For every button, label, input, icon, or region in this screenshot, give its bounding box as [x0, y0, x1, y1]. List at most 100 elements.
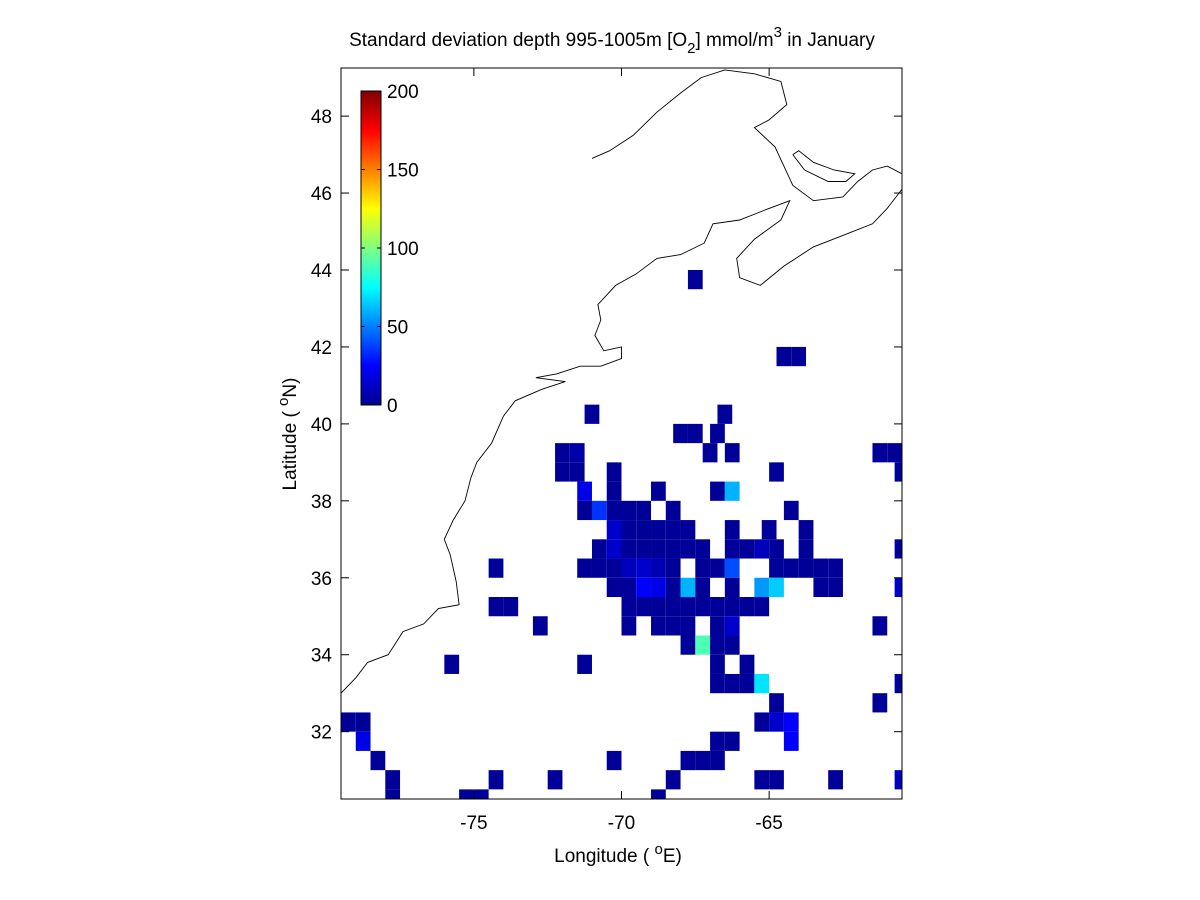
heatmap-cell	[717, 404, 733, 424]
y-tick-label: 42	[311, 338, 332, 359]
heatmap-cell	[621, 597, 637, 617]
heatmap-cell	[555, 443, 570, 463]
heatmap-cell	[695, 635, 711, 655]
heatmap-cell	[341, 712, 356, 732]
heatmap-cell	[680, 539, 696, 559]
heatmap-cell	[488, 597, 504, 617]
heatmap-cell	[695, 597, 711, 617]
heatmap-cell	[710, 673, 725, 694]
coastline	[591, 69, 903, 202]
heatmap-cell	[754, 597, 770, 617]
heatmap-cell	[887, 443, 902, 463]
heatmap-cell	[555, 462, 570, 482]
heatmap-cell	[769, 770, 784, 790]
heatmap-cell	[385, 770, 401, 790]
heatmap-cell	[754, 539, 770, 559]
heatmap-cell	[724, 520, 740, 540]
heatmap-cell	[754, 673, 770, 694]
heatmap-cell	[724, 443, 740, 463]
heatmap-cell	[769, 693, 784, 713]
heatmap-cell	[872, 616, 888, 636]
heatmap-cell	[584, 404, 600, 424]
heatmap-cell	[532, 616, 548, 636]
heatmap-cell	[769, 712, 784, 732]
heatmap-cell	[710, 654, 725, 674]
heatmap-cell	[798, 558, 814, 578]
heatmap-cell	[680, 577, 696, 598]
heatmap-cell	[813, 577, 829, 598]
colorbar-tick-label: 100	[387, 239, 419, 260]
heatmap-cell	[739, 539, 755, 559]
heatmap-cell	[680, 520, 696, 540]
heatmap-cell	[894, 673, 902, 694]
y-tick-label: 46	[311, 184, 332, 205]
heatmap-cell	[636, 520, 652, 540]
heatmap-cell	[370, 750, 386, 771]
y-tick-label: 32	[311, 723, 332, 744]
heatmap-cell	[606, 500, 622, 521]
heatmap-cell	[459, 789, 474, 799]
heatmap-cell	[783, 731, 799, 751]
heatmap-cell	[754, 712, 770, 732]
title-suffix: in January	[782, 30, 875, 51]
heatmap-cell	[710, 635, 725, 655]
y-axis-label: Latitude ( oN)	[275, 378, 301, 491]
heatmap-cell	[724, 597, 740, 617]
y-tick-label: 36	[311, 569, 332, 590]
heatmap-cell	[680, 635, 696, 655]
heatmap-cell	[606, 558, 622, 578]
heatmap-cell	[739, 654, 755, 674]
heatmap-cell	[724, 558, 740, 578]
heatmap-cell	[665, 770, 681, 790]
heatmap-cell	[680, 616, 696, 636]
heatmap-cell	[621, 539, 637, 559]
colorbar-tick-label: 0	[387, 396, 398, 417]
heatmap-cell	[577, 654, 592, 674]
heatmap-cell	[606, 750, 622, 771]
heatmap-cell	[385, 789, 401, 799]
heatmap-cells	[341, 269, 902, 799]
heatmap-cell	[739, 673, 755, 694]
heatmap-cell	[710, 750, 725, 771]
heatmap-cell	[828, 558, 843, 578]
heatmap-cell	[710, 481, 725, 501]
heatmap-cell	[894, 462, 902, 482]
heatmap-cell	[488, 770, 504, 790]
coastlines	[340, 69, 903, 694]
heatmap-cell	[591, 558, 607, 578]
title-mid: ] mmol/m	[695, 30, 773, 51]
heatmap-cell	[724, 616, 740, 636]
heatmap-cell	[665, 577, 681, 598]
heatmap-cell	[695, 750, 711, 771]
heatmap-cell	[798, 539, 814, 559]
x-tick-label: -70	[608, 813, 635, 834]
heatmap-cell	[569, 462, 585, 482]
heatmap-cell	[710, 731, 725, 751]
heatmap-cell	[444, 654, 460, 674]
heatmap-cell	[606, 462, 622, 482]
coastline	[340, 188, 903, 694]
heatmap-cell	[577, 558, 592, 578]
heatmap-cell	[894, 577, 902, 598]
heatmap-cell	[828, 577, 843, 598]
x-tick-label: -75	[460, 813, 487, 834]
colorbar-tick-label: 50	[387, 318, 408, 339]
heatmap-cell	[724, 731, 740, 751]
heatmap-cell	[547, 770, 563, 790]
heatmap-cell	[651, 539, 666, 559]
colorbar-tick-label: 200	[387, 82, 419, 103]
x-axis-label: Longitude ( oE)	[554, 841, 682, 867]
heatmap-cell	[591, 500, 607, 521]
heatmap-cell	[783, 712, 799, 732]
title-subscript: 2	[687, 40, 695, 57]
heatmap-cell	[710, 597, 725, 617]
heatmap-cell	[591, 539, 607, 559]
heatmap-cell	[724, 481, 740, 501]
heatmap-cell	[702, 443, 718, 463]
heatmap-cell	[665, 520, 681, 540]
coastline	[792, 150, 856, 182]
heatmap-cell	[503, 597, 519, 617]
heatmap-cell	[665, 500, 681, 521]
x-tick-label: -65	[755, 813, 782, 834]
